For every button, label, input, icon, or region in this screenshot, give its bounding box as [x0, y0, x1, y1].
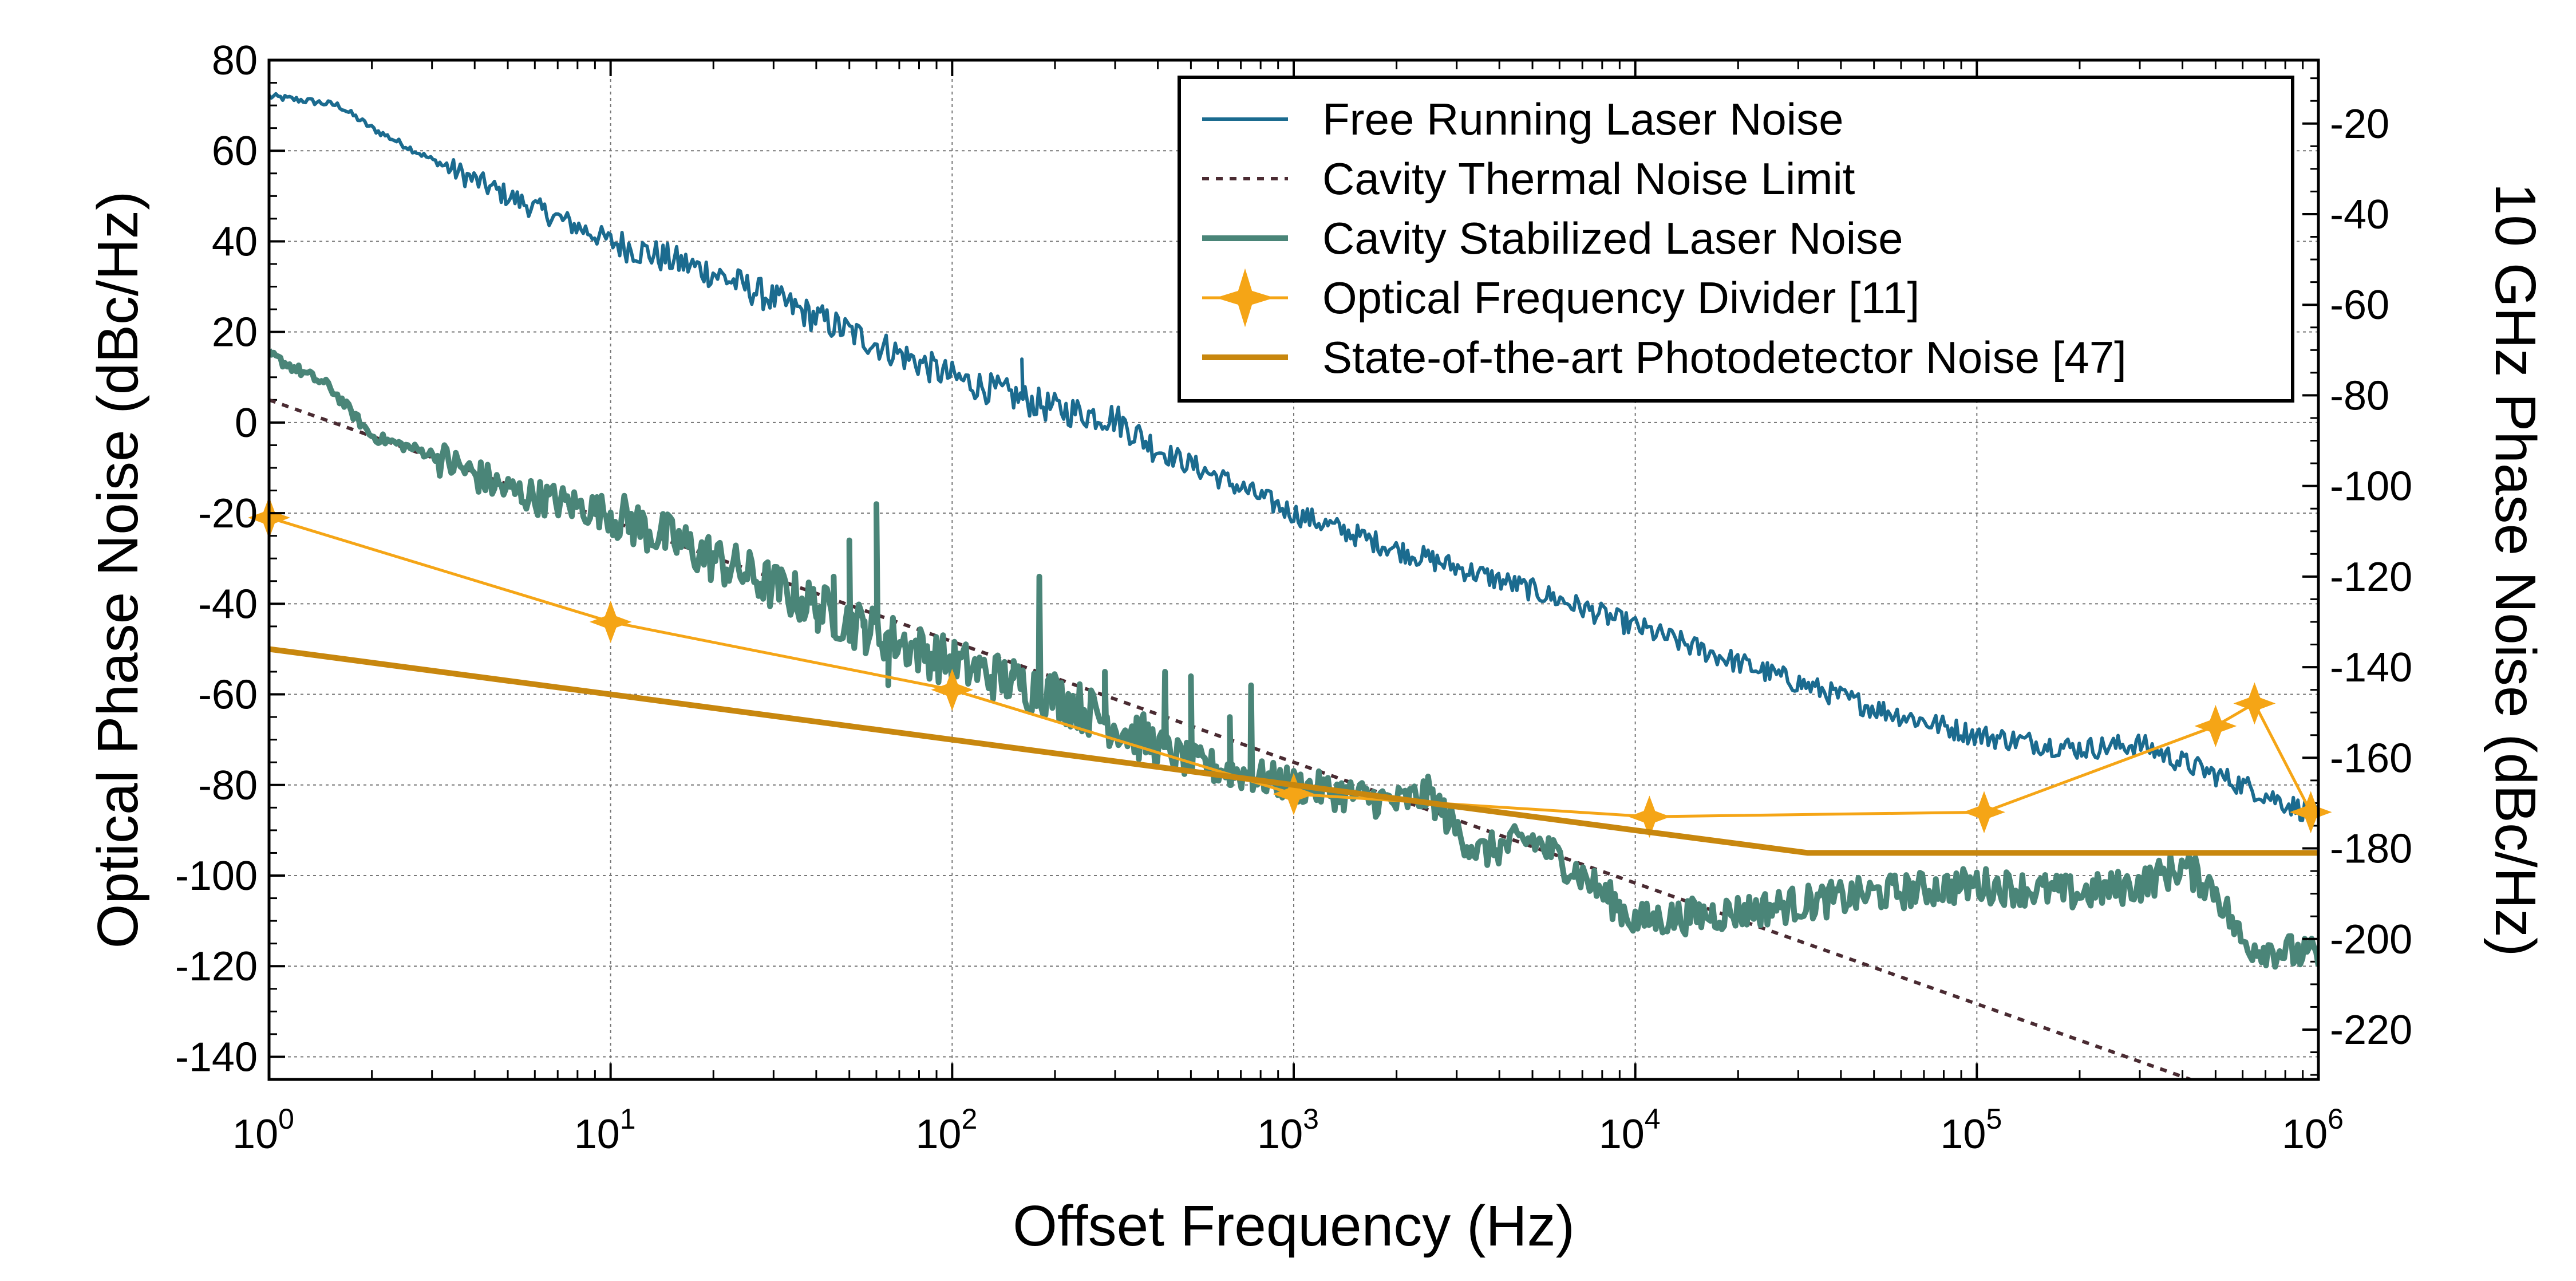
y-tick-label: 40 [212, 219, 258, 265]
x-tick-label: 102 [915, 1103, 977, 1157]
axis-ticks [268, 59, 2320, 1079]
x-tick-exponent: 2 [961, 1103, 977, 1135]
data-point-star [1963, 791, 2005, 834]
x-tick-base: 10 [2282, 1111, 2328, 1157]
y-right-tick-label: -200 [2330, 917, 2412, 963]
legend-label: Cavity Thermal Noise Limit [1322, 153, 1855, 204]
y-right-tick-label: -140 [2330, 645, 2412, 691]
x-tick-base: 10 [1257, 1111, 1303, 1157]
x-tick-base: 10 [1599, 1111, 1645, 1157]
y-tick-label: -80 [198, 763, 258, 809]
y-right-tick-label: -20 [2330, 101, 2389, 147]
x-tick-base: 10 [1940, 1111, 1986, 1157]
plot-series [248, 92, 2332, 1079]
legend-label: State-of-the-art Photodetector Noise [47… [1322, 332, 2127, 383]
x-tick-base: 10 [232, 1111, 278, 1157]
x-tick-exponent: 1 [620, 1103, 636, 1135]
data-point-star [1628, 795, 1671, 838]
legend-label: Free Running Laser Noise [1322, 94, 1843, 144]
legend-item: Free Running Laser Noise [1202, 94, 1843, 144]
x-tick-label: 100 [232, 1103, 294, 1157]
x-tick-base: 10 [574, 1111, 620, 1157]
y-right-tick-label: -220 [2330, 1007, 2412, 1053]
x-axis-title: Offset Frequency (Hz) [1013, 1194, 1575, 1258]
y-right-axis-title: 10 GHz Phase Noise (dBc/Hz) [2483, 183, 2547, 957]
series-line [269, 92, 2318, 822]
y-right-tick-label: -40 [2330, 192, 2389, 238]
x-tick-exponent: 4 [1645, 1103, 1661, 1135]
legend-item: Optical Frequency Divider [11] [1202, 268, 1919, 328]
y-right-tick-label: -180 [2330, 826, 2412, 872]
series-free-running-laser-noise [269, 92, 2318, 822]
y-tick-label: 60 [212, 128, 258, 174]
y-axis-title: Optical Phase Noise (dBc/Hz) [86, 191, 150, 949]
y-tick-label: -40 [198, 581, 258, 627]
data-point-star [589, 601, 632, 643]
legend: Free Running Laser Noise Cavity Thermal N… [1178, 76, 2294, 403]
legend-label: Cavity Stabilized Laser Noise [1322, 213, 1903, 263]
legend-label: Optical Frequency Divider [11] [1322, 273, 1919, 323]
legend-item: Cavity Thermal Noise Limit [1202, 153, 1855, 204]
y-right-tick-label: -160 [2330, 735, 2412, 781]
x-tick-exponent: 3 [1303, 1103, 1319, 1135]
y-tick-label: -20 [198, 491, 258, 537]
y-right-tick-label: -80 [2330, 373, 2389, 419]
data-point-star [2289, 791, 2332, 834]
x-tick-label: 105 [1940, 1103, 2002, 1157]
data-point-star [1273, 772, 1315, 815]
y-right-tick-label: -60 [2330, 282, 2389, 328]
legend-star-marker [1215, 268, 1275, 328]
y-right-tick-label: -100 [2330, 464, 2412, 510]
series-cavity-stabilized-laser-noise [269, 348, 2318, 970]
series-line [269, 646, 2318, 856]
x-tick-label: 104 [1599, 1103, 1661, 1157]
data-point-star [931, 668, 974, 711]
x-tick-label: 101 [574, 1103, 636, 1157]
x-tick-base: 10 [915, 1111, 961, 1157]
x-tick-exponent: 5 [1986, 1103, 2002, 1135]
data-point-star [2194, 705, 2237, 747]
x-tick-label: 106 [2282, 1103, 2344, 1157]
y-tick-label: 20 [212, 310, 258, 356]
series-state-of-the-art-photodetector-noise-47 [269, 646, 2318, 856]
y-tick-label: -120 [175, 944, 258, 990]
legend-item: State-of-the-art Photodetector Noise [47… [1202, 332, 2127, 383]
legend-box [1178, 76, 2294, 403]
legend-item: Cavity Stabilized Laser Noise [1202, 213, 1903, 263]
y-right-tick-label: -120 [2330, 554, 2412, 600]
data-point-star [2233, 682, 2276, 725]
y-tick-label: -140 [175, 1034, 258, 1080]
x-tick-exponent: 0 [278, 1103, 294, 1135]
y-tick-label: 0 [235, 400, 258, 446]
y-tick-label: -60 [198, 672, 258, 718]
x-tick-label: 103 [1257, 1103, 1319, 1157]
y-tick-label: 80 [212, 38, 258, 84]
series-line [269, 348, 2318, 970]
x-tick-exponent: 6 [2328, 1103, 2344, 1135]
y-tick-label: -100 [175, 853, 258, 899]
